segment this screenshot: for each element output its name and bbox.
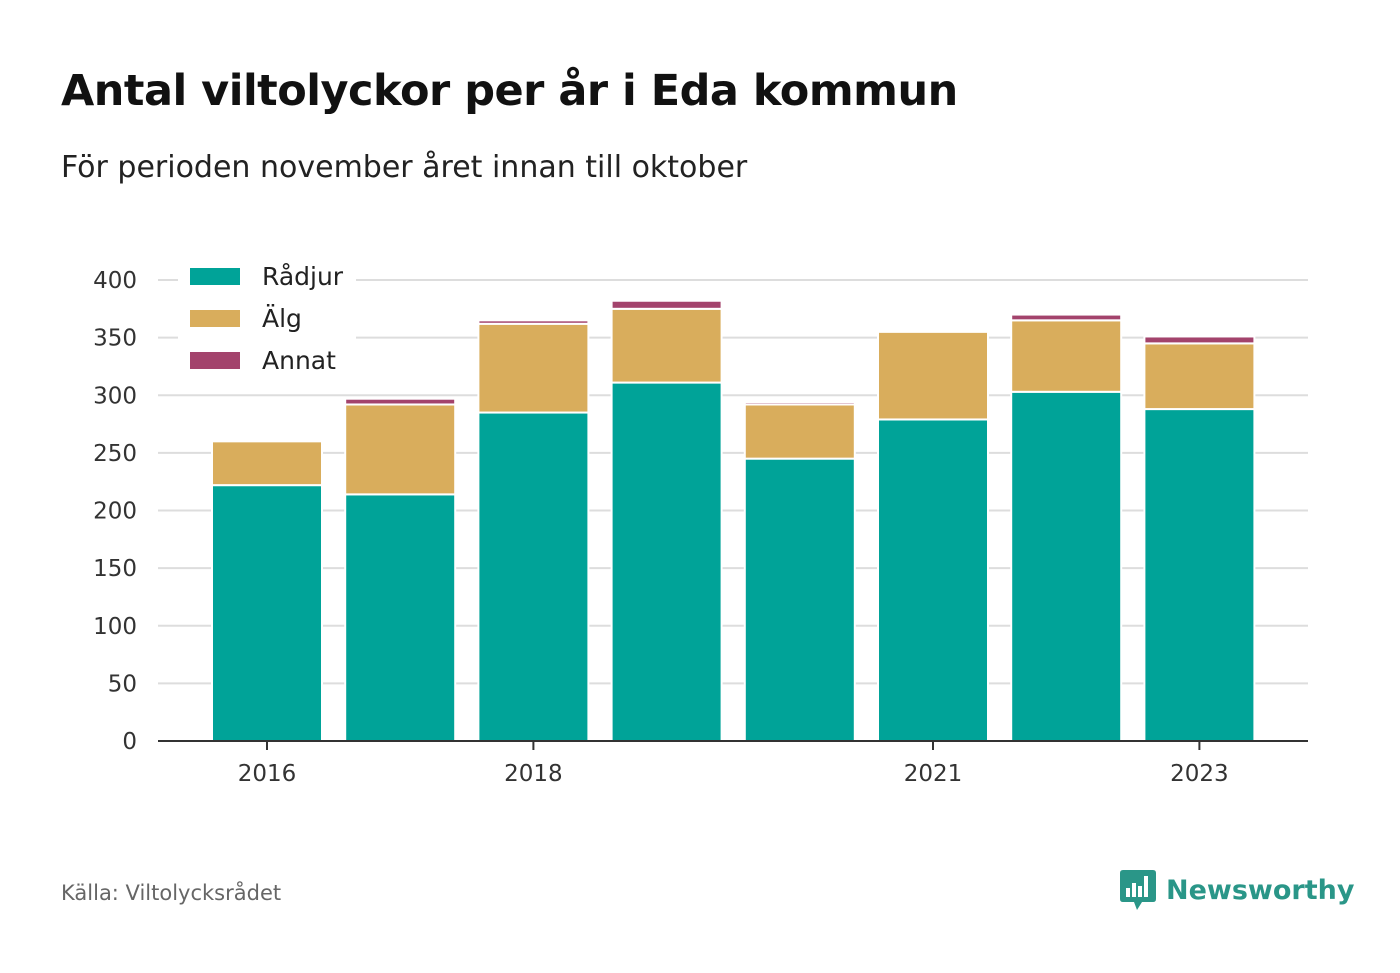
x-tick-label: 2023 [1170,761,1229,787]
y-tick-label: 100 [93,614,137,640]
chart-title: Antal viltolyckor per år i Eda kommun [61,66,958,116]
x-tick-label: 2018 [504,761,563,787]
legend-label: Älg [262,304,302,333]
bar-segment [1143,335,1256,345]
x-tick-label: 2016 [238,761,297,787]
legend-label: Rådjur [262,262,344,291]
bar-segment [211,440,323,487]
bar-segment [477,322,590,414]
bar-segment [610,381,723,742]
legend-swatch [190,352,240,369]
newsworthy-logo: Newsworthy [1118,866,1354,914]
y-tick-label: 400 [93,268,137,294]
bar-segment [877,418,989,742]
brand-name: Newsworthy [1166,874,1355,906]
bar-segment [610,299,723,310]
y-tick-label: 250 [93,441,137,467]
bar-segment [477,319,590,325]
bar-segment [1010,390,1123,742]
bar-segment [344,403,457,496]
bar-segment [610,307,723,384]
bar-segment [1143,342,1256,411]
bar-segment [344,493,457,742]
bar-segment [743,401,856,406]
bar-chart-speech-bubble-icon [1120,870,1156,910]
bar-segment [877,330,989,421]
legend-swatch [190,268,240,285]
y-tick-label: 0 [122,729,137,755]
bar-segment [344,397,457,406]
y-tick-label: 50 [108,671,137,697]
y-tick-label: 150 [93,556,137,582]
bar-segment [743,403,856,460]
legend-label: Annat [262,346,336,375]
legend-swatch [190,310,240,327]
y-tick-label: 350 [93,326,137,352]
bar-segment [1010,319,1123,393]
y-tick-label: 300 [93,383,137,409]
x-tick-label: 2021 [904,761,963,787]
bar-segment [211,484,323,742]
chart-subtitle: För perioden november året innan till ok… [61,150,748,185]
bar-segment [1010,313,1123,322]
bar-segment [743,457,856,742]
bar-segment [477,411,590,742]
bar-segment [1143,408,1256,742]
y-tick-label: 200 [93,499,137,525]
source-note: Källa: Viltolycksrådet [61,881,282,905]
